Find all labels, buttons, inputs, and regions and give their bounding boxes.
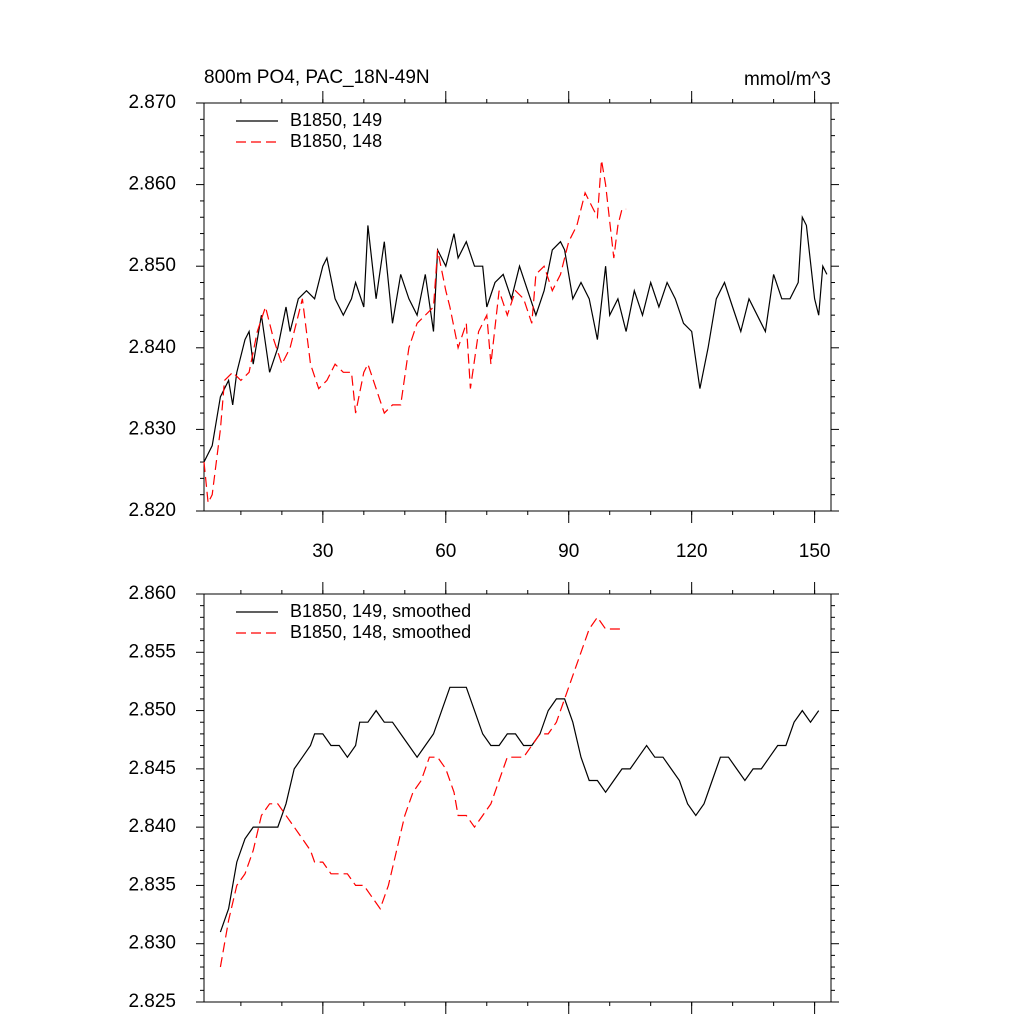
legend-label: B1850, 149, smoothed (290, 601, 471, 621)
y-tick-label: 2.850 (128, 255, 176, 276)
y-tick-label: 2.860 (128, 583, 176, 604)
y-tick-label: 2.860 (128, 174, 176, 195)
y-tick-label: 2.840 (128, 816, 176, 837)
units-label: mmol/m^3 (744, 69, 831, 90)
legend-label: B1850, 148, smoothed (290, 622, 471, 642)
y-tick-label: 2.840 (128, 337, 176, 358)
plot-frame (203, 102, 832, 512)
y-tick-label: 2.830 (128, 418, 176, 439)
y-tick-label: 2.830 (128, 933, 176, 954)
series-line (203, 214, 828, 463)
y-tick-label: 2.835 (128, 874, 176, 895)
y-tick-label: 2.870 (128, 92, 176, 113)
series-line (219, 686, 820, 933)
x-tick-label: 90 (558, 541, 579, 562)
y-tick-label: 2.850 (128, 700, 176, 721)
y-tick-label: 2.845 (128, 758, 176, 779)
y-tick-label: 2.855 (128, 641, 176, 662)
plot-frame (203, 593, 832, 1003)
series-line (219, 616, 622, 968)
y-tick-label: 2.825 (128, 991, 176, 1012)
series-line (203, 160, 627, 505)
y-tick-label: 2.820 (128, 500, 176, 521)
chart-title: 800m PO4, PAC_18N-49N (204, 67, 430, 88)
x-tick-label: 30 (312, 541, 333, 562)
x-tick-label: 60 (435, 541, 456, 562)
x-tick-label: 120 (676, 541, 708, 562)
x-tick-label: 150 (799, 541, 831, 562)
legend-label: B1850, 149 (290, 110, 382, 130)
legend-label: B1850, 148 (290, 131, 382, 151)
